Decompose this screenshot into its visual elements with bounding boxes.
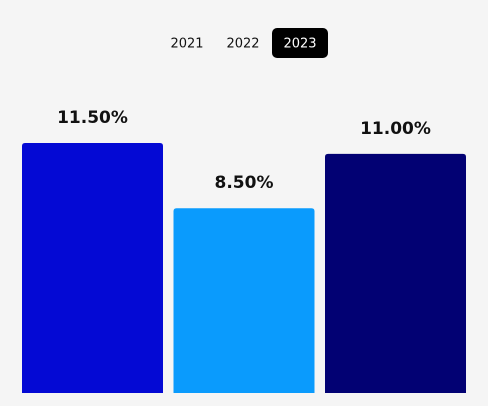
tab-active-bg[interactable] — [272, 28, 328, 58]
year-tab[interactable]: 2021 — [170, 37, 203, 52]
bar — [173, 208, 315, 393]
value-label: 11.50% — [57, 108, 128, 128]
value-label: 8.50% — [215, 173, 274, 193]
year-tab[interactable]: 2022 — [226, 37, 259, 52]
year-tab[interactable]: 2023 — [283, 37, 316, 52]
bar — [22, 143, 163, 393]
value-label: 11.00% — [360, 119, 431, 139]
bar — [325, 153, 466, 393]
